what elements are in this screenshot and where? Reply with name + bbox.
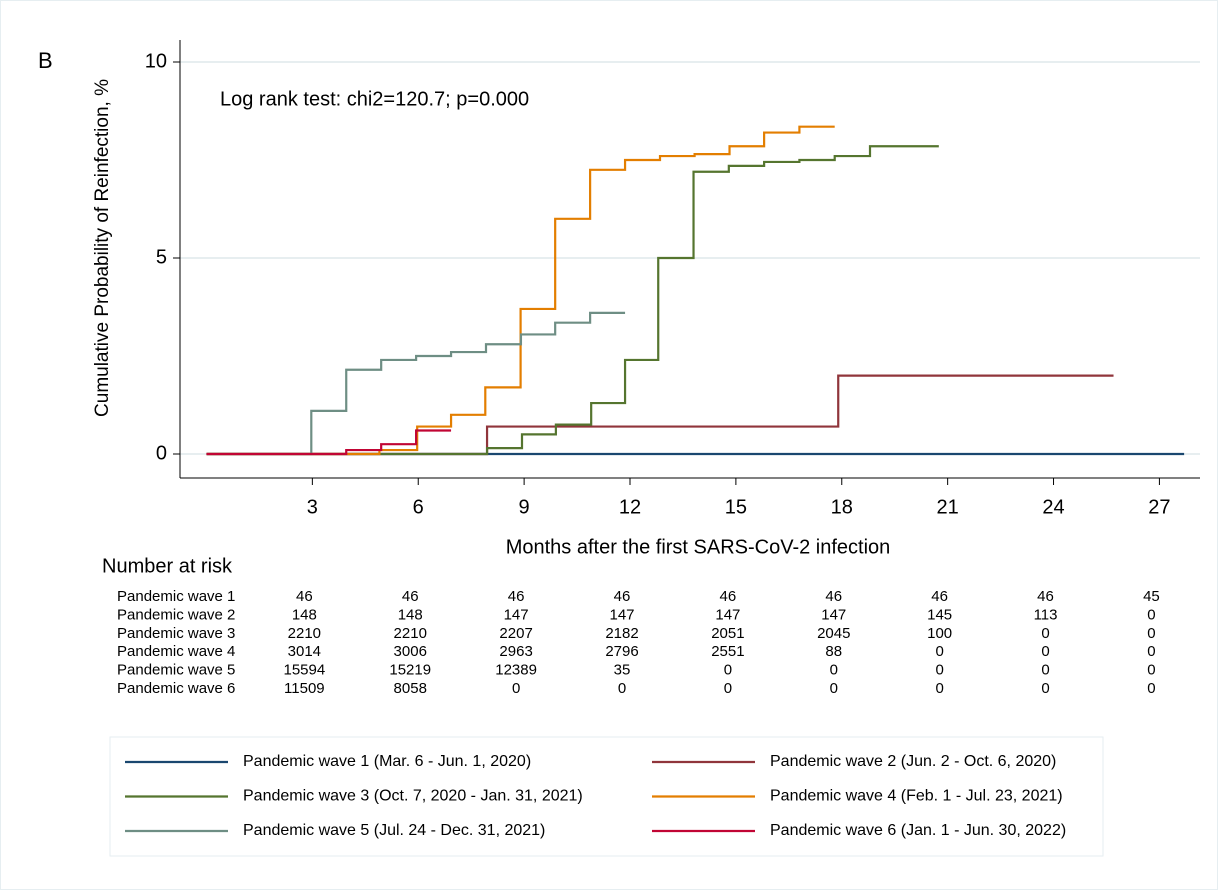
risk-count: 2963 — [499, 643, 532, 660]
y-tick-label: 10 — [145, 50, 167, 72]
x-tick-label: 6 — [413, 496, 424, 518]
risk-row-label: Pandemic wave 6 — [117, 680, 235, 697]
risk-count: 46 — [296, 588, 313, 605]
risk-count: 0 — [1147, 643, 1155, 660]
risk-count: 113 — [1034, 606, 1058, 623]
risk-count: 8058 — [394, 680, 427, 697]
risk-count: 0 — [935, 680, 943, 697]
risk-count: 88 — [825, 643, 842, 660]
km-curve — [206, 429, 452, 456]
risk-count: 147 — [821, 606, 846, 623]
risk-count: 11509 — [284, 680, 325, 697]
risk-count: 46 — [931, 588, 948, 605]
y-tick-label: 5 — [156, 246, 167, 268]
risk-count: 0 — [935, 643, 943, 660]
legend-label: Pandemic wave 5 (Jul. 24 - Dec. 31, 2021… — [243, 822, 545, 839]
risk-count: 2207 — [499, 625, 532, 642]
risk-count: 0 — [1147, 662, 1155, 679]
x-tick-label: 9 — [519, 496, 530, 518]
risk-count: 12389 — [495, 662, 537, 679]
risk-row-label: Pandemic wave 1 — [117, 588, 235, 605]
panel-label: B — [38, 48, 53, 73]
risk-count: 46 — [508, 588, 525, 605]
risk-count: 2045 — [817, 625, 850, 642]
legend-label: Pandemic wave 2 (Jun. 2 - Oct. 6, 2020) — [770, 753, 1056, 770]
risk-count: 15219 — [389, 662, 431, 679]
risk-count: 2182 — [605, 625, 638, 642]
risk-count: 147 — [715, 606, 740, 623]
risk-count: 0 — [1147, 606, 1155, 623]
risk-count: 0 — [1041, 643, 1049, 660]
risk-count: 2210 — [288, 625, 321, 642]
x-tick-label: 27 — [1148, 496, 1170, 518]
risk-table-title: Number at risk — [102, 555, 233, 577]
risk-count: 2210 — [394, 625, 427, 642]
risk-row-label: Pandemic wave 5 — [117, 662, 235, 679]
x-tick-label: 3 — [307, 496, 318, 518]
risk-count: 2551 — [711, 643, 744, 660]
risk-count: 0 — [1147, 625, 1155, 642]
legend-label: Pandemic wave 1 (Mar. 6 - Jun. 1, 2020) — [243, 753, 531, 770]
km-curve — [206, 125, 835, 456]
risk-count: 0 — [724, 680, 732, 697]
legend-box — [109, 736, 1104, 857]
km-curve — [206, 311, 626, 456]
risk-count: 46 — [720, 588, 737, 605]
x-tick-label: 12 — [619, 496, 641, 518]
risk-row-label: Pandemic wave 2 — [117, 606, 235, 623]
risk-count: 45 — [1143, 588, 1160, 605]
x-tick-label: 21 — [937, 496, 959, 518]
risk-count: 46 — [402, 588, 419, 605]
x-tick-label: 24 — [1042, 496, 1064, 518]
risk-count: 147 — [504, 606, 529, 623]
risk-count: 0 — [830, 662, 838, 679]
legend-label: Pandemic wave 6 (Jan. 1 - Jun. 30, 2022) — [770, 822, 1066, 839]
risk-count: 15594 — [283, 662, 325, 679]
annotation: Log rank test: chi2=120.7; p=0.000 — [220, 88, 529, 110]
risk-count: 148 — [292, 606, 317, 623]
risk-count: 100 — [927, 625, 952, 642]
risk-count: 46 — [825, 588, 842, 605]
legend-label: Pandemic wave 4 (Feb. 1 - Jul. 23, 2021) — [770, 788, 1063, 805]
risk-count: 0 — [618, 680, 626, 697]
risk-count: 46 — [614, 588, 631, 605]
risk-count: 148 — [398, 606, 423, 623]
risk-count: 3006 — [394, 643, 427, 660]
risk-count: 35 — [614, 662, 631, 679]
risk-count: 46 — [1037, 588, 1054, 605]
risk-count: 0 — [1041, 680, 1049, 697]
risk-count: 2796 — [605, 643, 638, 660]
legend-label: Pandemic wave 3 (Oct. 7, 2020 - Jan. 31,… — [243, 788, 583, 805]
risk-count: 0 — [512, 680, 520, 697]
risk-row-label: Pandemic wave 3 — [117, 625, 235, 642]
y-tick-label: 0 — [156, 442, 167, 464]
risk-count: 145 — [927, 606, 952, 623]
x-tick-label: 15 — [725, 496, 747, 518]
x-axis-label: Months after the first SARS-CoV-2 infect… — [506, 536, 891, 558]
risk-count: 3014 — [288, 643, 321, 660]
y-axis-label: Cumulative Probability of Reinfection, % — [92, 79, 113, 417]
risk-count: 0 — [1041, 625, 1049, 642]
risk-count: 0 — [1147, 680, 1155, 697]
km-curve — [206, 145, 939, 456]
risk-count: 2051 — [711, 625, 744, 642]
risk-count: 0 — [935, 662, 943, 679]
risk-count: 0 — [1041, 662, 1049, 679]
risk-count: 0 — [724, 662, 732, 679]
risk-row-label: Pandemic wave 4 — [117, 643, 235, 660]
x-tick-label: 18 — [831, 496, 853, 518]
risk-count: 147 — [609, 606, 634, 623]
risk-count: 0 — [830, 680, 838, 697]
